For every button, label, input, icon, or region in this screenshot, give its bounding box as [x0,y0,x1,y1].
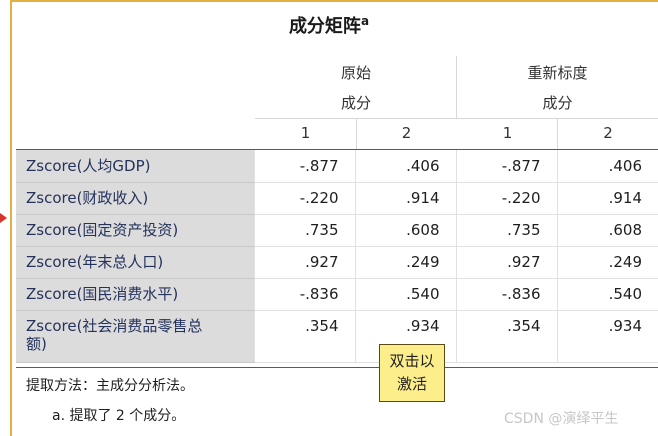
group-header-rescaled-line2: 成分 [542,94,573,112]
cell: .540 [556,278,658,311]
tooltip-line2: 激活 [396,375,427,393]
title-text: 成分矩阵 [288,16,361,37]
row-label: Zscore(社会消费品零售总 额) [16,310,254,363]
footnote-method: 提取方法：主成分分析法。 [26,378,194,394]
cell: .914 [354,182,456,215]
cell: .406 [556,150,658,183]
footnote-a: a. 提取了 2 个成分。 [52,408,186,424]
component-header-3: 1 [502,124,513,142]
header-divider [557,118,558,150]
tooltip-line1: 双击以 [389,352,435,370]
header-rule [16,149,658,150]
table-bottom-rule [16,367,658,368]
cell: .540 [354,278,456,311]
header-divider [356,118,357,150]
cell: .406 [354,150,456,183]
table-row: Zscore(固定资产投资) .735 .608 .735 .608 [16,214,658,247]
group-header-rescaled-line1: 重新标度 [527,64,588,82]
cell: .249 [556,246,658,279]
cell: -.877 [455,150,557,183]
cell: .608 [354,214,456,247]
cell: .354 [253,310,355,363]
row-marker-icon [0,213,7,223]
activate-tooltip[interactable]: 双击以 激活 [379,344,445,402]
cell: .735 [253,214,355,247]
table-row: Zscore(年末总人口) .927 .249 .927 .249 [16,246,658,279]
row-label: Zscore(国民消费水平) [16,278,254,311]
row-label: Zscore(年末总人口) [16,246,254,279]
cell: .934 [556,310,658,363]
watermark: CSDN @演绎平生 [504,411,619,427]
cell: -.877 [253,150,355,183]
cell: .354 [455,310,557,363]
component-matrix-table: Zscore(人均GDP) -.877 .406 -.877 .406 Zsco… [16,150,658,363]
cell: .608 [556,214,658,247]
group-underline [255,118,658,119]
cell: .927 [455,246,557,279]
output-frame [10,0,658,436]
cell: .249 [354,246,456,279]
cell: .914 [556,182,658,215]
table-row: Zscore(财政收入) -.220 .914 -.220 .914 [16,182,658,215]
group-header-original-line2: 成分 [340,94,371,112]
row-label-line1: Zscore(社会消费品零售总 [26,316,203,335]
row-label: Zscore(固定资产投资) [16,214,254,247]
component-header-1: 1 [300,124,311,142]
table-row: Zscore(国民消费水平) -.836 .540 -.836 .540 [16,278,658,311]
row-label: Zscore(人均GDP) [16,150,254,183]
group-divider [456,56,457,118]
cell: -.836 [455,278,557,311]
cell: .735 [455,214,557,247]
table-title: 成分矩阵a [0,12,658,38]
row-label-line2: 额) [26,334,47,353]
row-label: Zscore(财政收入) [16,182,254,215]
cell: -.220 [253,182,355,215]
title-footnote-marker: a [360,14,370,28]
table-row: Zscore(社会消费品零售总 额) .354 .934 .354 .934 [16,310,658,363]
cell: .927 [253,246,355,279]
cell: -.836 [253,278,355,311]
cell: -.220 [455,182,557,215]
component-header-2: 2 [401,124,412,142]
component-header-4: 2 [603,124,613,142]
group-header-original-line1: 原始 [340,64,371,82]
table-row: Zscore(人均GDP) -.877 .406 -.877 .406 [16,150,658,183]
